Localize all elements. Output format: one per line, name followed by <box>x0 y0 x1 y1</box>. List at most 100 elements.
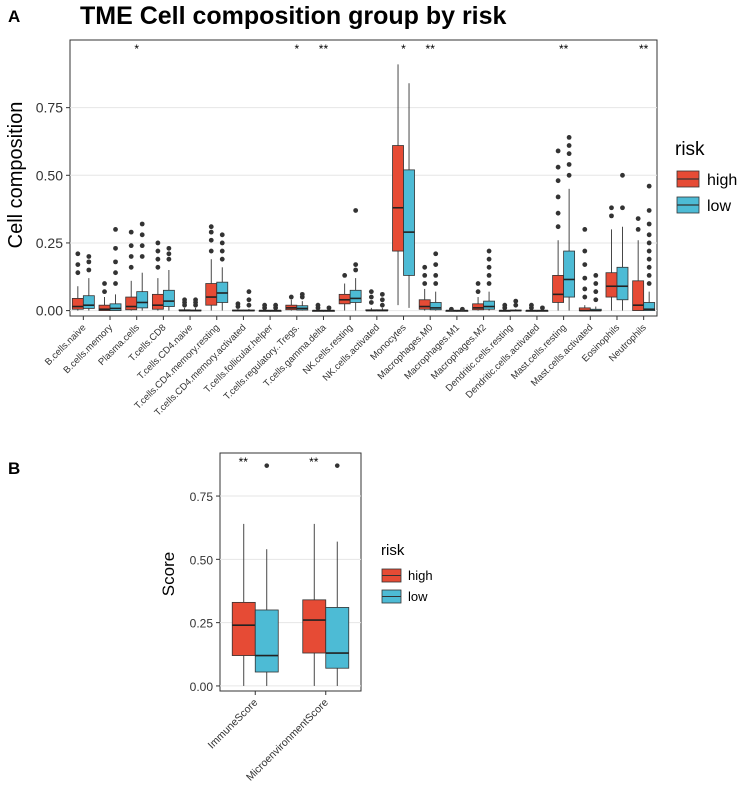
b-cells-naive-low-outlier <box>86 259 92 265</box>
nk-cells-activated-low-outlier <box>379 302 385 308</box>
t-cells-cd4-memory-resting-high-outlier <box>208 224 214 230</box>
panel-b-legend-low-label: low <box>408 589 428 604</box>
mast-cells-resting-high-box <box>552 275 565 303</box>
mast-cells-resting-low-outlier <box>566 172 572 178</box>
neutrophils-low-outlier <box>646 281 652 286</box>
microenvironmentscore-high-box <box>302 599 327 654</box>
t-cells-cd4-memory-resting-high-box <box>205 283 218 306</box>
nk-cells-resting-low-outlier <box>353 262 359 267</box>
plasma-cells-low-outlier <box>139 232 145 238</box>
mast-cells-activated-low-outlier <box>593 297 599 303</box>
neutrophils-low-outlier <box>646 183 652 189</box>
b-cells-memory-high-outlier <box>102 281 107 286</box>
plasma-cells-low-outlier <box>139 254 145 259</box>
nk-cells-activated-high-outlier <box>368 300 374 305</box>
mast-cells-resting-high-outlier <box>555 164 561 170</box>
eosinophils-high-outlier <box>609 213 614 219</box>
significance-plasma-cells: * <box>134 42 139 56</box>
xtick-label-microenvironmentscore: MicroenvironmentScore <box>244 697 331 784</box>
mast-cells-resting-high-outlier <box>555 194 561 200</box>
macrophages-m0-high-outlier <box>422 273 428 278</box>
monocytes-high-box <box>392 145 404 252</box>
panel-b-plot: 0.00 0.25 0.50 0.75 ImmuneScore ** Microenviro… <box>190 455 361 784</box>
significance-mast-cells-resting: ** <box>559 42 569 56</box>
mast-cells-activated-low-outlier <box>593 281 599 286</box>
t-cells-cd8-low-outlier <box>166 256 172 262</box>
t-cells-cd4-memory-activated-high-outlier <box>235 301 241 307</box>
ytick-label: 0.75 <box>36 100 63 116</box>
dendritic-cells-resting-low-outlier <box>513 302 519 308</box>
microenvironmentscore-low-box <box>325 607 350 669</box>
eosinophils-high-outlier <box>609 205 614 211</box>
ytick-label: 0.50 <box>190 553 214 567</box>
mast-cells-resting-high-outlier <box>555 148 561 154</box>
macrophages-m1-high-outlier <box>448 306 454 312</box>
significance-monocytes: * <box>401 42 406 56</box>
plasma-cells-high-outlier <box>128 243 134 249</box>
mast-cells-resting-high-outlier <box>555 224 561 230</box>
t-cells-cd8-high-box <box>151 293 164 310</box>
plasma-cells-high-outlier <box>128 229 134 235</box>
mast-cells-activated-high-outlier <box>582 294 588 300</box>
b-cells-memory-low-outlier <box>113 281 118 286</box>
macrophages-m0-low-outlier <box>433 262 439 267</box>
b-cells-naive-high-outlier <box>75 262 81 267</box>
neutrophils-low-box <box>643 302 656 311</box>
t-cells-cd4-memory-resting-high-outlier <box>208 248 214 254</box>
macrophages-m2-high-outlier <box>475 281 481 286</box>
t-cells-cd4-memory-activated-low-outlier <box>246 289 252 295</box>
t-cells-cd8-high-outlier <box>155 256 161 262</box>
b-cells-naive-low-box <box>82 295 95 309</box>
macrophages-m0-high-box <box>418 299 431 310</box>
neutrophils-low-outlier <box>646 208 652 213</box>
mast-cells-resting-low-box <box>563 250 576 298</box>
dendritic-cells-resting-high-outlier <box>502 302 508 308</box>
neutrophils-low-outlier <box>646 248 652 254</box>
dendritic-cells-activated-high-outlier <box>529 302 534 308</box>
macrophages-m0-high-outlier <box>422 264 428 270</box>
macrophages-m2-low-outlier <box>486 248 492 254</box>
nk-cells-resting-low-outlier <box>353 208 359 213</box>
neutrophils-low-outlier <box>646 240 652 246</box>
neutrophils-high-outlier <box>635 216 641 221</box>
b-cells-memory-low-outlier <box>113 227 118 232</box>
significance-microenvironmentscore: ** <box>309 455 319 469</box>
t-cells-follicular-helper-low-outlier <box>273 302 279 308</box>
b-cells-naive-high-outlier <box>75 270 81 276</box>
ytick-label: 0.00 <box>36 303 63 319</box>
panel-a-plot-frame <box>69 39 658 317</box>
t-cells-cd8-high-outlier <box>155 264 161 270</box>
mast-cells-activated-high-outlier <box>582 248 588 254</box>
panel-b-legend-title: risk <box>381 542 405 559</box>
ytick-label: 0.75 <box>190 490 214 504</box>
monocytes-low-box <box>403 169 415 276</box>
t-cells-regulatory-tregs-high-outlier <box>288 294 294 300</box>
macrophages-m2-high-box <box>472 303 484 311</box>
macrophages-m0-low-outlier <box>433 281 439 286</box>
eosinophils-high-box <box>605 272 618 298</box>
t-cells-gamma-delta-high-outlier <box>315 302 321 308</box>
mast-cells-activated-low-outlier <box>593 289 599 295</box>
plasma-cells-low-box <box>136 291 149 309</box>
b-cells-memory-low-outlier <box>113 259 118 265</box>
significance-t-cells-regulatory-tregs: * <box>294 42 299 56</box>
macrophages-m2-low-box <box>483 300 495 310</box>
ytick-label: 0.25 <box>190 617 214 631</box>
panel-a-plot: 0.000.250.500.75B.cells.naiveB.cells.mem… <box>36 42 657 418</box>
neutrophils-low-outlier <box>646 264 652 270</box>
immunescore-low-box <box>254 609 279 673</box>
panel-a-label: A <box>8 7 20 26</box>
b-cells-naive-high-outlier <box>75 251 81 257</box>
panel-b-label: B <box>8 459 20 478</box>
t-cells-cd8-low-box <box>162 289 175 307</box>
macrophages-m2-high-outlier <box>475 289 481 295</box>
t-cells-cd4-memory-resting-low-outlier <box>219 248 225 254</box>
panel-a-title: TME Cell composition group by risk <box>80 2 507 30</box>
b-cells-memory-low-outlier <box>113 245 118 251</box>
mast-cells-activated-low-outlier <box>593 273 599 278</box>
immunescore-high-box <box>231 601 256 656</box>
b-cells-naive-high-box <box>71 298 84 310</box>
b-cells-memory-low-outlier <box>113 270 118 276</box>
panel-a-legend-low-label: low <box>707 198 731 215</box>
